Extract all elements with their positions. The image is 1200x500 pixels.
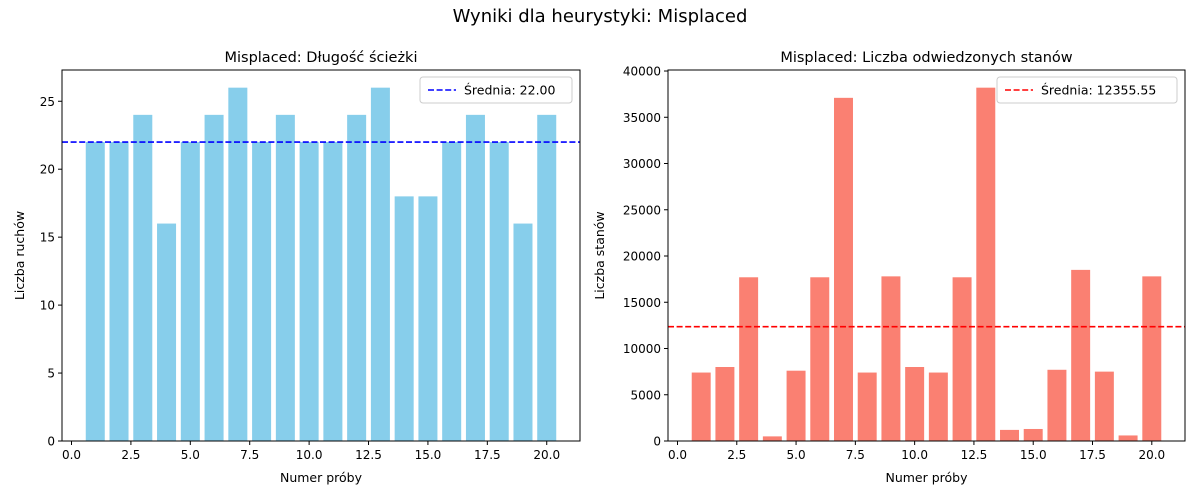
y-tick-label: 10000 xyxy=(623,342,661,356)
bar-19 xyxy=(1118,435,1138,441)
bar-4 xyxy=(762,436,782,441)
bar-20 xyxy=(537,114,557,441)
chart-panel-1: 0.0 2.5 5.0 7.5 10.0 12.5 15.0 17.5 20.0 0 5 10 15 20… xyxy=(12,50,581,485)
x-axis-label: Numer próby xyxy=(280,470,363,485)
y-tick-label: 5000 xyxy=(630,388,661,402)
x-tick-label: 20.0 xyxy=(533,448,560,462)
x-tick-label: 17.5 xyxy=(1079,448,1106,462)
bar-2 xyxy=(109,142,129,441)
axes-frame xyxy=(61,69,581,442)
bar-16 xyxy=(442,142,462,441)
bar-19 xyxy=(513,223,533,441)
bar-10 xyxy=(299,142,319,441)
bar-4 xyxy=(157,223,177,441)
bar-17 xyxy=(1071,269,1091,441)
x-tick-label: 10.0 xyxy=(296,448,323,462)
x-tick-label: 10.0 xyxy=(901,448,928,462)
bar-11 xyxy=(928,372,948,441)
bar-1 xyxy=(85,142,105,441)
legend-label: Średnia: 22.00 xyxy=(464,83,555,98)
y-axis-label: Liczba stanów xyxy=(592,211,607,299)
legend: Średnia: 22.00 xyxy=(419,76,573,104)
bar-15 xyxy=(1023,428,1043,441)
x-tick-label: 7.5 xyxy=(846,448,865,462)
y-tick-label: 20 xyxy=(40,163,55,177)
bar-14 xyxy=(1000,429,1019,441)
y-tick-label: 35000 xyxy=(623,111,661,125)
legend: Średnia: 12355.55 xyxy=(996,76,1178,104)
bar-13 xyxy=(976,87,996,442)
bar-20 xyxy=(1142,276,1162,441)
y-tick-label: 40000 xyxy=(623,65,661,79)
bar-15 xyxy=(418,196,438,441)
bar-8 xyxy=(252,142,272,441)
x-tick-label: 12.5 xyxy=(961,448,988,462)
x-tick-label: 15.0 xyxy=(1020,448,1047,462)
y-axis-label: Liczba ruchów xyxy=(12,211,27,300)
x-tick-label: 5.0 xyxy=(181,448,200,462)
y-tick-label: 30000 xyxy=(623,157,661,171)
bar-14 xyxy=(394,196,414,441)
bar-16 xyxy=(1047,369,1067,441)
axes-frame xyxy=(667,69,1186,442)
bar-6 xyxy=(810,277,830,441)
x-tick-label: 0.0 xyxy=(668,448,687,462)
y-tick-label: 0 xyxy=(653,435,661,449)
x-tick-label: 2.5 xyxy=(121,448,140,462)
bar-5 xyxy=(180,142,200,441)
x-tick-label: 5.0 xyxy=(787,448,806,462)
bar-10 xyxy=(905,367,925,441)
chart-title: Misplaced: Długość ścieżki xyxy=(224,50,417,66)
bar-7 xyxy=(228,87,248,442)
bar-17 xyxy=(465,114,485,441)
bar-13 xyxy=(370,87,390,442)
bar-12 xyxy=(952,277,972,441)
bar-18 xyxy=(1094,371,1114,441)
y-tick-label: 0 xyxy=(47,435,55,449)
y-tick-label: 20000 xyxy=(623,250,661,264)
x-tick-label: 0.0 xyxy=(62,448,81,462)
legend-box xyxy=(996,76,1178,104)
bar-9 xyxy=(881,276,901,441)
bar-2 xyxy=(715,367,735,441)
x-tick-label: 15.0 xyxy=(415,448,442,462)
bar-18 xyxy=(489,142,509,441)
y-tick-label: 15 xyxy=(40,231,55,245)
bar-3 xyxy=(133,114,153,441)
legend-label: Średnia: 12355.55 xyxy=(1041,83,1156,98)
x-tick-label: 17.5 xyxy=(474,448,501,462)
x-axis-label: Numer próby xyxy=(885,470,968,485)
y-tick-label: 25000 xyxy=(623,203,661,217)
chart-title: Misplaced: Liczba odwiedzonych stanów xyxy=(780,50,1072,66)
y-tick-label: 10 xyxy=(40,299,55,313)
y-tick-label: 5 xyxy=(47,367,55,381)
y-tick-label: 25 xyxy=(40,95,55,109)
bar-11 xyxy=(323,142,343,441)
x-tick-label: 20.0 xyxy=(1138,448,1165,462)
bar-3 xyxy=(739,277,759,441)
bar-9 xyxy=(275,114,295,441)
x-tick-label: 2.5 xyxy=(727,448,746,462)
legend-box xyxy=(419,76,573,104)
bar-8 xyxy=(857,372,877,441)
bar-6 xyxy=(204,114,224,441)
figure-title: Wyniki dla heurystyki: Misplaced xyxy=(452,6,748,27)
chart-panel-2: 0.0 2.5 5.0 7.5 10.0 12.5 15.0 17.5 20.0 0 5000 100… xyxy=(592,50,1186,485)
bar-7 xyxy=(834,97,853,441)
x-tick-label: 12.5 xyxy=(355,448,382,462)
x-tick-label: 7.5 xyxy=(240,448,259,462)
bar-1 xyxy=(691,372,711,441)
bar-12 xyxy=(347,114,367,441)
y-tick-label: 15000 xyxy=(623,296,661,310)
bar-5 xyxy=(786,370,806,441)
